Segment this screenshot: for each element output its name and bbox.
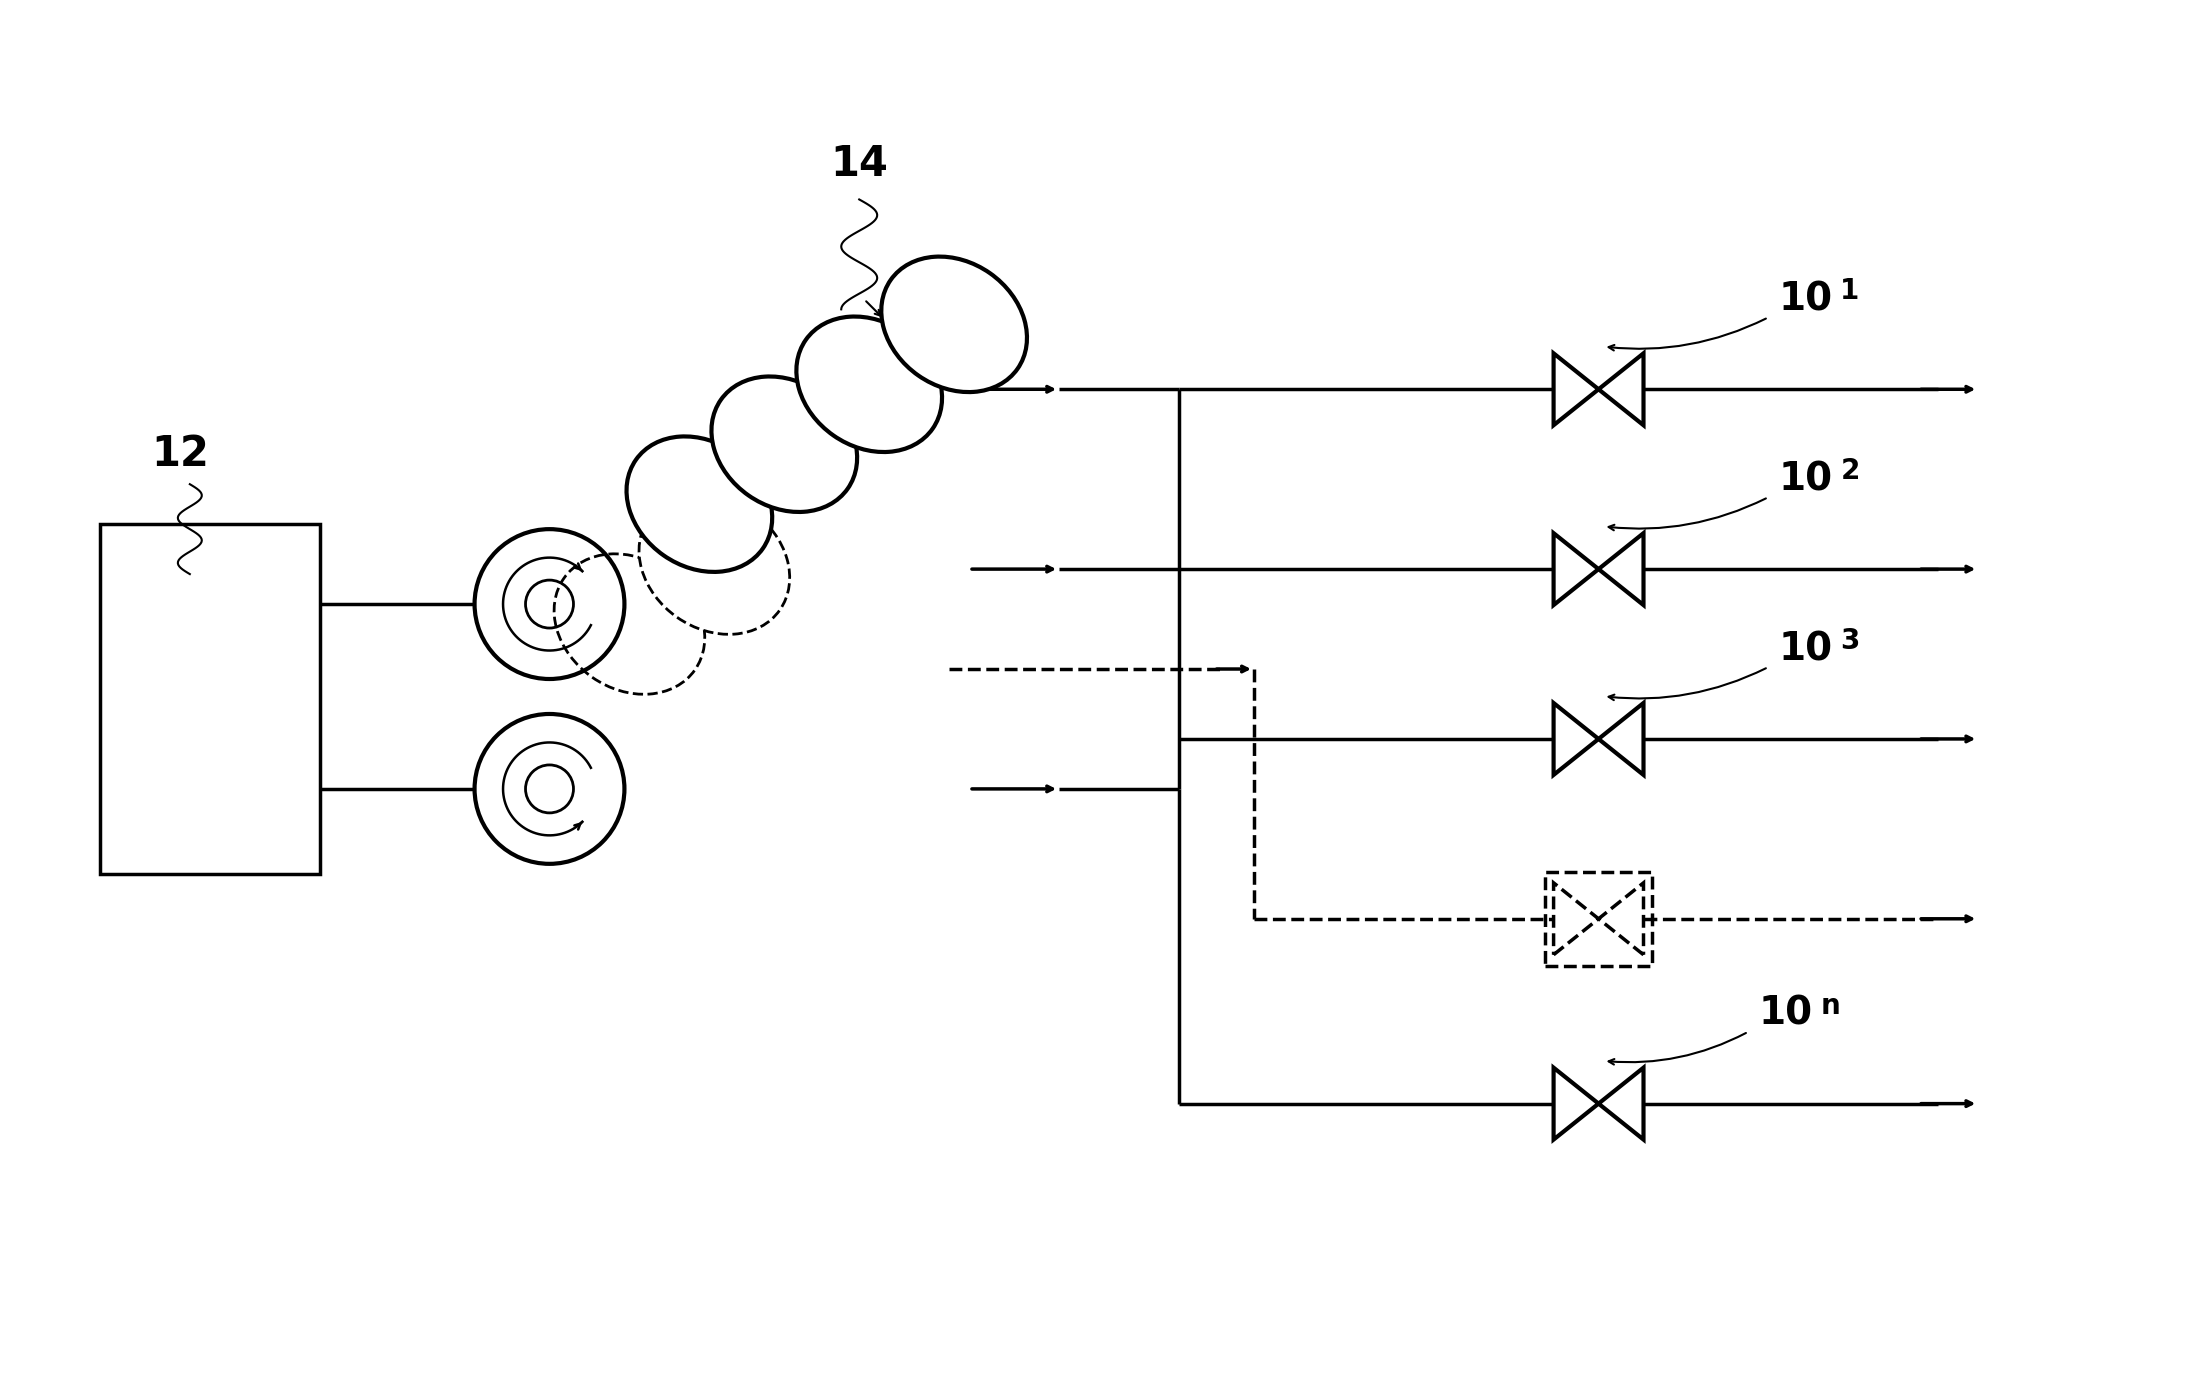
- Ellipse shape: [626, 437, 771, 572]
- Ellipse shape: [712, 376, 857, 513]
- Ellipse shape: [796, 316, 943, 452]
- Text: 2: 2: [1840, 458, 1860, 485]
- Text: n: n: [1820, 992, 1840, 1020]
- Bar: [99, 523, 319, 874]
- Text: 10: 10: [1778, 280, 1833, 319]
- Text: 10: 10: [1778, 631, 1833, 668]
- Text: 10: 10: [1758, 995, 1813, 1033]
- Ellipse shape: [640, 493, 789, 635]
- Text: 10: 10: [1778, 460, 1833, 499]
- Text: 1: 1: [1840, 278, 1860, 305]
- Text: 14: 14: [831, 143, 888, 185]
- Text: 3: 3: [1840, 627, 1860, 655]
- Ellipse shape: [554, 554, 706, 694]
- Text: 12: 12: [152, 433, 209, 475]
- Ellipse shape: [881, 257, 1026, 392]
